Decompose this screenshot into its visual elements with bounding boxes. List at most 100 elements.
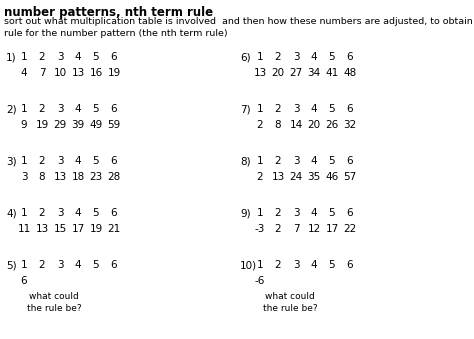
Text: 1: 1 <box>257 52 264 62</box>
Text: 13: 13 <box>254 68 266 78</box>
Text: 4: 4 <box>310 104 317 114</box>
Text: 5: 5 <box>93 52 100 62</box>
Text: 3: 3 <box>57 208 64 218</box>
Text: 6: 6 <box>346 156 353 166</box>
Text: 14: 14 <box>289 120 302 130</box>
Text: 2: 2 <box>275 260 281 270</box>
Text: 3: 3 <box>292 260 299 270</box>
Text: 2: 2 <box>39 260 46 270</box>
Text: 3: 3 <box>292 52 299 62</box>
Text: 3: 3 <box>21 172 27 182</box>
Text: -6: -6 <box>255 276 265 286</box>
Text: 4: 4 <box>75 208 82 218</box>
Text: 2: 2 <box>257 120 264 130</box>
Text: 2: 2 <box>275 156 281 166</box>
Text: 6: 6 <box>346 104 353 114</box>
Text: 2: 2 <box>39 208 46 218</box>
Text: 22: 22 <box>343 224 356 234</box>
Text: 2: 2 <box>275 208 281 218</box>
Text: 4: 4 <box>310 208 317 218</box>
Text: 4: 4 <box>21 68 27 78</box>
Text: 16: 16 <box>90 68 103 78</box>
Text: 35: 35 <box>307 172 320 182</box>
Text: 27: 27 <box>289 68 302 78</box>
Text: 49: 49 <box>90 120 103 130</box>
Text: 8): 8) <box>240 156 251 166</box>
Text: 6: 6 <box>111 260 117 270</box>
Text: 17: 17 <box>72 224 85 234</box>
Text: 46: 46 <box>325 172 338 182</box>
Text: 1: 1 <box>257 104 264 114</box>
Text: 6): 6) <box>240 52 251 62</box>
Text: 57: 57 <box>343 172 356 182</box>
Text: 5: 5 <box>93 260 100 270</box>
Text: 6: 6 <box>111 104 117 114</box>
Text: 15: 15 <box>54 224 67 234</box>
Text: 4): 4) <box>6 208 17 218</box>
Text: 10: 10 <box>54 68 66 78</box>
Text: 1: 1 <box>21 52 27 62</box>
Text: 2: 2 <box>275 52 281 62</box>
Text: 5: 5 <box>328 52 335 62</box>
Text: 2: 2 <box>275 104 281 114</box>
Text: 10): 10) <box>240 260 257 270</box>
Text: 59: 59 <box>108 120 120 130</box>
Text: 20: 20 <box>272 68 284 78</box>
Text: 23: 23 <box>90 172 103 182</box>
Text: 41: 41 <box>325 68 338 78</box>
Text: 4: 4 <box>75 260 82 270</box>
Text: 1: 1 <box>257 260 264 270</box>
Text: 13: 13 <box>54 172 67 182</box>
Text: 6: 6 <box>111 156 117 166</box>
Text: 7): 7) <box>240 104 251 114</box>
Text: 4: 4 <box>75 104 82 114</box>
Text: 19: 19 <box>36 120 49 130</box>
Text: 9): 9) <box>240 208 251 218</box>
Text: 3: 3 <box>57 156 64 166</box>
Text: 1: 1 <box>21 156 27 166</box>
Text: 19: 19 <box>108 68 120 78</box>
Text: what could
the rule be?: what could the rule be? <box>263 292 317 313</box>
Text: 1: 1 <box>257 156 264 166</box>
Text: 1: 1 <box>21 208 27 218</box>
Text: sort out what multiplication table is involved  and then how these numbers are a: sort out what multiplication table is in… <box>4 17 474 39</box>
Text: 32: 32 <box>343 120 356 130</box>
Text: 6: 6 <box>346 208 353 218</box>
Text: 48: 48 <box>343 68 356 78</box>
Text: 8: 8 <box>39 172 46 182</box>
Text: 6: 6 <box>346 260 353 270</box>
Text: 24: 24 <box>289 172 302 182</box>
Text: 5: 5 <box>93 104 100 114</box>
Text: 7: 7 <box>292 224 299 234</box>
Text: 39: 39 <box>72 120 85 130</box>
Text: 6: 6 <box>111 52 117 62</box>
Text: 5: 5 <box>328 260 335 270</box>
Text: 4: 4 <box>310 52 317 62</box>
Text: 4: 4 <box>310 260 317 270</box>
Text: number patterns, nth term rule: number patterns, nth term rule <box>4 6 213 19</box>
Text: 2: 2 <box>39 52 46 62</box>
Text: 2): 2) <box>6 104 17 114</box>
Text: 3: 3 <box>292 156 299 166</box>
Text: 13: 13 <box>72 68 85 78</box>
Text: 2: 2 <box>257 172 264 182</box>
Text: 2: 2 <box>39 104 46 114</box>
Text: 13: 13 <box>272 172 284 182</box>
Text: 9: 9 <box>21 120 27 130</box>
Text: 5: 5 <box>328 156 335 166</box>
Text: 6: 6 <box>21 276 27 286</box>
Text: 1: 1 <box>21 104 27 114</box>
Text: 26: 26 <box>325 120 338 130</box>
Text: 3: 3 <box>57 260 64 270</box>
Text: 5: 5 <box>93 208 100 218</box>
Text: 29: 29 <box>54 120 67 130</box>
Text: 2: 2 <box>39 156 46 166</box>
Text: 3: 3 <box>292 208 299 218</box>
Text: 5: 5 <box>328 208 335 218</box>
Text: 8: 8 <box>275 120 281 130</box>
Text: 5: 5 <box>328 104 335 114</box>
Text: 17: 17 <box>325 224 338 234</box>
Text: 11: 11 <box>18 224 31 234</box>
Text: 1: 1 <box>21 260 27 270</box>
Text: -3: -3 <box>255 224 265 234</box>
